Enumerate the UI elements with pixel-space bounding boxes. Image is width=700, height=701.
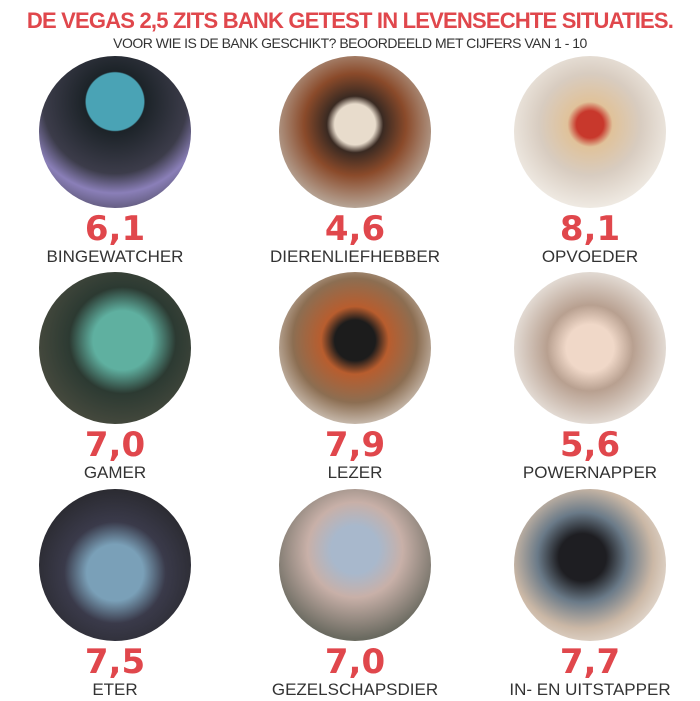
page-title: DE VEGAS 2,5 ZITS BANK GETEST IN LEVENSE…	[26, 8, 674, 33]
persona-label: OPVOEDER	[541, 247, 639, 266]
rating-card: 6,1 BINGEWATCHER	[5, 56, 225, 268]
score: 7,7	[559, 642, 621, 682]
score: 8,1	[559, 209, 621, 249]
score: 7,5	[84, 642, 146, 682]
persona-label: BINGEWATCHER	[46, 247, 184, 266]
rating-card: 7,7 IN- EN UITSTAPPER	[480, 489, 700, 701]
kids-jumping-on-sofa-photo	[514, 56, 666, 208]
score: 7,9	[324, 425, 386, 465]
man-gaming-with-headset-photo	[39, 272, 191, 424]
score: 4,6	[324, 209, 386, 249]
rating-card: 7,5 ETER	[5, 489, 225, 701]
rating-card: 5,6 POWERNAPPER	[480, 272, 700, 484]
score: 7,0	[324, 642, 386, 682]
persona-label: POWERNAPPER	[522, 463, 658, 482]
persona-label: LEZER	[327, 463, 383, 482]
rating-card: 7,0 GEZELSCHAPSDIER	[245, 489, 465, 701]
man-reading-book-photo	[279, 272, 431, 424]
page-subtitle: VOOR WIE IS DE BANK GESCHIKT? BEOORDEELD…	[113, 35, 587, 51]
persona-label: GAMER	[83, 463, 147, 482]
score: 5,6	[559, 425, 621, 465]
woman-with-dog-on-sofa-photo	[279, 56, 431, 208]
rating-card: 8,1 OPVOEDER	[480, 56, 700, 268]
rating-card: 7,9 LEZER	[245, 272, 465, 484]
persona-label: ETER	[92, 680, 138, 699]
persona-label: IN- EN UITSTAPPER	[509, 680, 671, 699]
rating-card: 4,6 DIERENLIEFHEBBER	[245, 56, 465, 268]
friends-socializing-photo	[279, 489, 431, 641]
man-eating-on-sofa-photo	[39, 489, 191, 641]
rating-card: 7,0 GAMER	[5, 272, 225, 484]
persona-label: DIERENLIEFHEBBER	[269, 247, 441, 266]
man-getting-up-from-sofa-photo	[514, 489, 666, 641]
score: 7,0	[84, 425, 146, 465]
woman-napping-photo	[514, 272, 666, 424]
score: 6,1	[84, 209, 146, 249]
persona-label: GEZELSCHAPSDIER	[271, 680, 439, 699]
couple-watching-tv-photo	[39, 56, 191, 208]
